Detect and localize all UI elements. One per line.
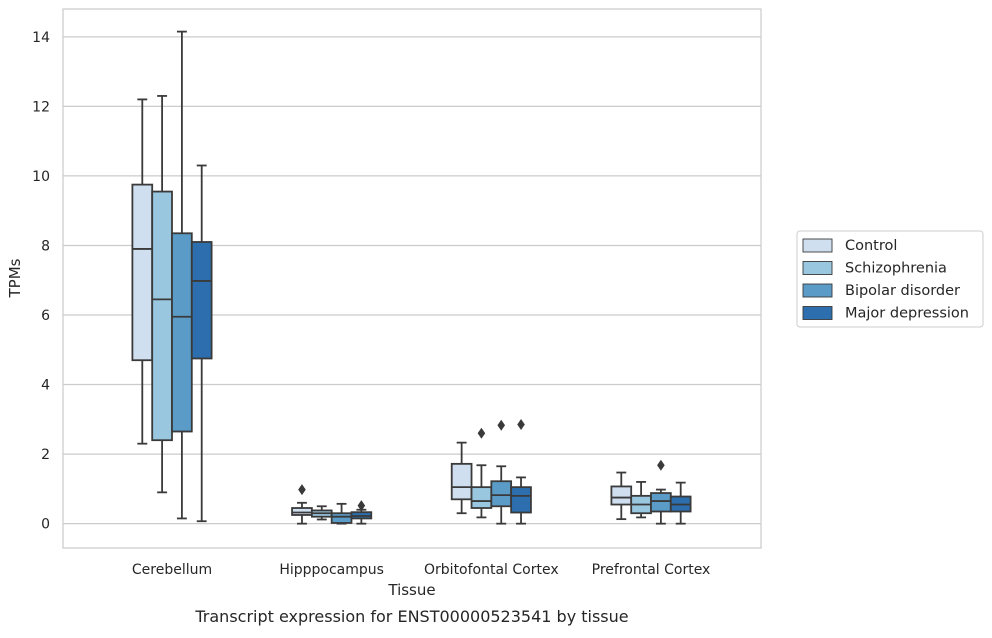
box-control bbox=[291, 484, 313, 525]
x-tick-label: Hipppocampus bbox=[279, 562, 384, 578]
outlier-point bbox=[298, 484, 306, 496]
box-bipolar-disorder bbox=[650, 459, 672, 525]
iqr-box bbox=[190, 241, 213, 360]
legend-label: Bipolar disorder bbox=[845, 283, 960, 299]
box-layer bbox=[131, 30, 692, 525]
box-bipolar-disorder bbox=[490, 419, 513, 525]
iqr-box bbox=[470, 486, 493, 509]
legend-label: Schizophrenia bbox=[845, 261, 947, 277]
y-tick-label: 8 bbox=[41, 238, 50, 254]
box-major-depression bbox=[350, 500, 373, 525]
iqr-box bbox=[450, 462, 473, 501]
iqr-box bbox=[131, 183, 154, 362]
y-tick-label: 2 bbox=[41, 447, 50, 463]
iqr-box bbox=[650, 492, 672, 513]
box-bipolar-disorder bbox=[171, 30, 193, 520]
box-major-depression bbox=[510, 419, 532, 525]
box-major-depression bbox=[669, 481, 692, 525]
y-tick-label: 14 bbox=[32, 30, 50, 46]
outlier-point bbox=[477, 427, 486, 439]
legend-swatch bbox=[802, 306, 833, 320]
y-tick-label: 12 bbox=[32, 99, 50, 115]
box-schizophrenia bbox=[310, 505, 333, 521]
y-tick-label: 0 bbox=[41, 517, 50, 533]
x-axis-ticks: Cerebellum Hipppocampus Orbitofontal Corte… bbox=[132, 562, 710, 578]
y-axis-label: TPMs bbox=[6, 258, 24, 298]
box-major-depression bbox=[190, 164, 213, 523]
iqr-box bbox=[291, 507, 313, 516]
outlier-point bbox=[657, 459, 665, 471]
x-tick-label: Orbitofontal Cortex bbox=[424, 562, 559, 578]
x-tick-label: Cerebellum bbox=[132, 562, 212, 578]
legend-swatch bbox=[802, 238, 833, 253]
plot-frame bbox=[62, 8, 762, 549]
box-schizophrenia bbox=[630, 481, 652, 519]
box-schizophrenia bbox=[470, 427, 493, 519]
iqr-box bbox=[330, 512, 353, 524]
chart-caption: Transcript expression for ENST0000052354… bbox=[194, 607, 628, 626]
iqr-box bbox=[151, 190, 173, 442]
outlier-point bbox=[497, 419, 506, 431]
y-tick-label: 6 bbox=[41, 308, 50, 324]
x-tick-label: Prefrontal Cortex bbox=[592, 562, 711, 578]
box-schizophrenia bbox=[151, 95, 173, 494]
legend-label: Control bbox=[845, 238, 897, 254]
y-tick-label: 4 bbox=[41, 378, 50, 394]
box-control bbox=[610, 471, 633, 521]
iqr-box bbox=[510, 486, 532, 514]
legend-swatch bbox=[802, 261, 833, 275]
y-axis-ticks: 0 2 4 6 8 10 12 14 bbox=[32, 30, 50, 533]
legend-frame bbox=[796, 230, 984, 328]
iqr-box bbox=[171, 232, 193, 433]
outlier-point bbox=[517, 419, 525, 431]
x-axis-label: Tissue bbox=[387, 581, 435, 599]
legend-swatch bbox=[802, 283, 833, 298]
box-bipolar-disorder bbox=[330, 502, 353, 525]
legend: Control Schizophrenia Bipolar disorder Majo… bbox=[796, 230, 984, 328]
box-control bbox=[131, 98, 154, 445]
iqr-box bbox=[610, 485, 633, 506]
y-tick-label: 10 bbox=[32, 169, 50, 185]
legend-label: Major depression bbox=[845, 306, 969, 322]
box-control bbox=[450, 441, 473, 515]
outlier-point bbox=[357, 500, 366, 512]
iqr-box bbox=[490, 480, 513, 508]
legend-items: Control Schizophrenia Bipolar disorder Majo… bbox=[802, 238, 969, 322]
